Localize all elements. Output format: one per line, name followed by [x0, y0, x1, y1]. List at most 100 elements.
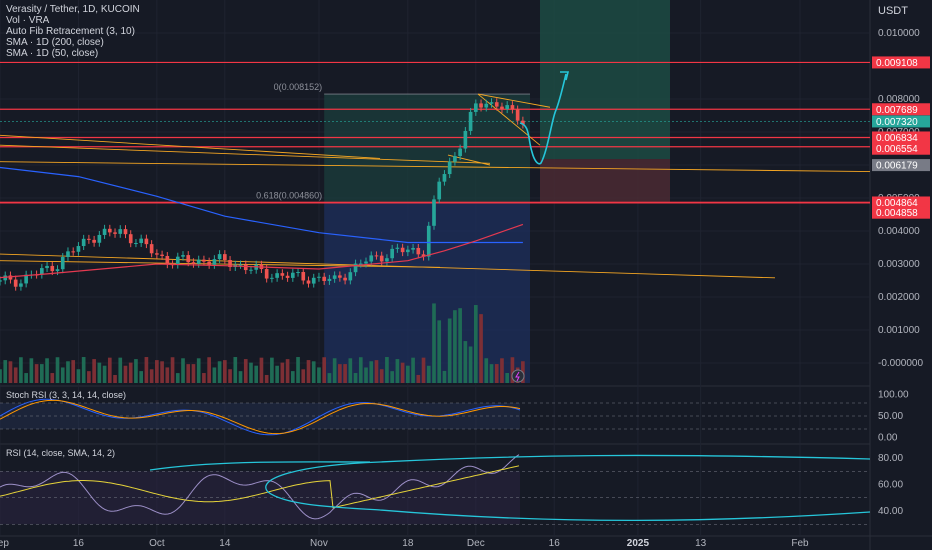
candle-body [123, 229, 128, 235]
volume-bar [223, 360, 227, 383]
candle-body [107, 228, 112, 233]
candle-body [348, 272, 353, 281]
candle-body [223, 254, 227, 261]
volume-bar [406, 365, 410, 383]
candle-body [97, 234, 102, 243]
volume-bar [170, 357, 175, 383]
volume-bar [473, 305, 478, 383]
trendline [0, 144, 491, 164]
candle-body [385, 258, 389, 262]
candle-body [228, 260, 232, 268]
candle-body [76, 246, 81, 252]
candle-body [296, 272, 300, 274]
candle-body [24, 274, 28, 284]
legend-volume: Vol · VRA [6, 15, 50, 26]
x-tick-label: 18 [402, 538, 414, 549]
projection-path [519, 73, 567, 165]
candle-body [322, 276, 327, 281]
trendline [0, 161, 871, 173]
volume-bar [285, 359, 290, 383]
candle-body [489, 102, 494, 104]
candle-body [395, 247, 400, 249]
price-tick-label: 0.004000 [878, 226, 920, 237]
volume-bar [369, 361, 374, 383]
volume-bar [233, 357, 238, 383]
candle-body [290, 272, 295, 278]
rsi-tick-label: 40.00 [878, 506, 903, 517]
volume-bar [437, 320, 442, 383]
rsi-line [0, 454, 520, 520]
volume-bar [426, 365, 431, 383]
target-zone [540, 0, 670, 160]
candle-body [458, 148, 462, 157]
volume-bar [107, 357, 112, 383]
price-level-tag [872, 206, 930, 219]
x-tick-label: 13 [695, 538, 707, 549]
volume-bar [175, 373, 180, 383]
volume-bar [212, 367, 217, 383]
rsi-tick-label: 80.00 [878, 453, 903, 464]
price-level-tag-label: 0.006554 [876, 144, 918, 155]
candle-body [264, 269, 269, 279]
candle-body [453, 156, 457, 162]
lightning-icon [511, 369, 525, 383]
volume-bar [40, 364, 44, 383]
volume-bar [358, 357, 363, 383]
sma200-line [0, 166, 523, 244]
x-tick-label: 16 [549, 538, 561, 549]
volume-bar [390, 371, 394, 383]
volume-bar [505, 372, 510, 383]
candle-body [66, 251, 70, 258]
volume-bar [113, 374, 117, 383]
candle-body [92, 239, 96, 243]
currency-label[interactable]: USDT [878, 5, 908, 17]
candle-body [0, 280, 2, 282]
volume-bar [379, 369, 384, 383]
candle-body [207, 261, 211, 265]
price-level-tag [872, 131, 930, 144]
x-tick-label: Nov [310, 538, 328, 549]
legend-sma200: SMA · 1D (200, close) [6, 37, 104, 48]
volume-bar [81, 357, 86, 383]
volume-bar [238, 371, 243, 383]
volume-bar [123, 365, 128, 383]
price-level-tag [872, 142, 930, 155]
candle-body [40, 268, 44, 275]
volume-bar [55, 357, 60, 383]
volume-bar [489, 364, 494, 383]
volume-bar [364, 367, 368, 383]
legend-fib: Auto Fib Retracement (3, 10) [6, 26, 135, 37]
price-level-tag [872, 103, 930, 116]
price-level-tag-label: 0.007320 [876, 117, 918, 128]
stop-zone [540, 159, 670, 203]
candle-body [500, 106, 504, 110]
volume-bar [317, 367, 321, 383]
volume-bar [270, 357, 274, 383]
volume-bar [479, 314, 483, 383]
volume-bar [8, 361, 13, 383]
candle-body [13, 279, 18, 287]
stoch-tick-label: 50.00 [878, 411, 903, 422]
candle-body [19, 283, 23, 287]
candle-body [102, 228, 107, 235]
volume-bar [160, 361, 164, 383]
x-tick-label: Dec [467, 538, 485, 549]
candle-body [442, 174, 447, 182]
price-level-tag-label: 0.009108 [876, 58, 918, 69]
candle-body [81, 238, 86, 247]
price-tick-label: 0.008000 [878, 94, 920, 105]
volume-bar [332, 358, 337, 383]
rsi-trend-drawing [379, 454, 871, 463]
volume-bar [149, 369, 154, 383]
volume-bar [275, 365, 279, 383]
candle-body [118, 229, 123, 234]
trendline [477, 93, 541, 146]
rsi-ma-line [0, 465, 520, 509]
candle-body [87, 238, 91, 240]
rsi-label: RSI (14, close, SMA, 14, 2) [6, 448, 116, 458]
candle-body [343, 277, 347, 281]
price-level-tag [872, 56, 930, 69]
price-level-tag [872, 159, 930, 172]
candle-body [327, 278, 332, 281]
